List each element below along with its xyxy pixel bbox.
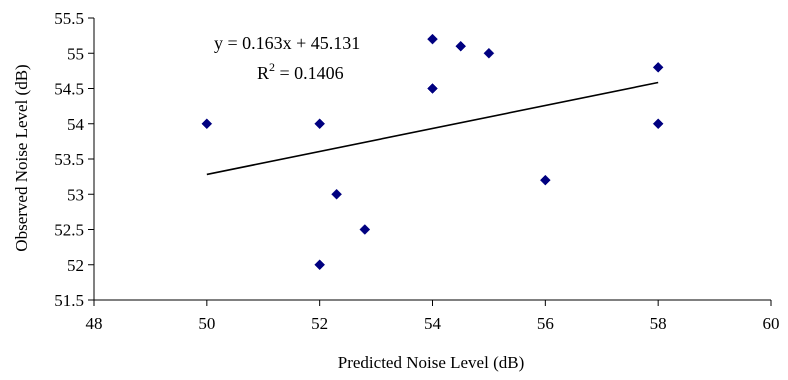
r-squared-prefix: R — [257, 63, 269, 83]
x-tick-label: 52 — [311, 314, 328, 333]
y-tick-label: 54.5 — [54, 80, 84, 99]
data-points — [201, 33, 664, 271]
x-axis-title: Predicted Noise Level (dB) — [338, 353, 524, 372]
data-point — [359, 224, 371, 235]
trendline — [206, 81, 659, 176]
x-tick-label: 56 — [537, 314, 554, 333]
x-ticks: 48 50 52 54 56 58 60 — [86, 300, 780, 333]
y-tick-label: 51.5 — [54, 291, 84, 310]
y-ticks: 51.5 52 52.5 53 53.5 54 54.5 55 55.5 — [54, 9, 94, 310]
y-tick-label: 52 — [67, 256, 84, 275]
data-point — [455, 40, 467, 52]
data-point — [483, 47, 495, 59]
data-point — [539, 174, 551, 186]
x-tick-label: 48 — [86, 314, 103, 333]
y-tick-label: 55.5 — [54, 9, 84, 28]
x-tick-label: 58 — [650, 314, 667, 333]
x-tick-label: 54 — [424, 314, 442, 333]
data-point — [427, 83, 438, 94]
r-squared-value: = 0.1406 — [275, 63, 344, 83]
data-point — [652, 118, 664, 130]
r-squared-superscript: 2 — [269, 60, 275, 74]
y-tick-label: 52.5 — [54, 221, 84, 240]
y-tick-label: 55 — [67, 44, 84, 63]
y-tick-label: 54 — [67, 115, 85, 134]
x-tick-label: 50 — [198, 314, 215, 333]
axes — [93, 18, 771, 301]
x-tick-label: 60 — [763, 314, 780, 333]
trendline-equation: y = 0.163x + 45.131 — [214, 33, 360, 53]
data-point — [201, 118, 213, 130]
data-point — [652, 61, 664, 73]
y-tick-label: 53 — [67, 185, 84, 204]
y-axis-title: Observed Noise Level (dB) — [12, 64, 31, 251]
y-tick-label: 53.5 — [54, 150, 84, 169]
data-point — [331, 188, 342, 200]
r-squared-label: R2 = 0.1406 — [257, 60, 344, 83]
data-point — [314, 118, 326, 130]
data-point — [427, 33, 438, 45]
data-point — [314, 259, 326, 271]
